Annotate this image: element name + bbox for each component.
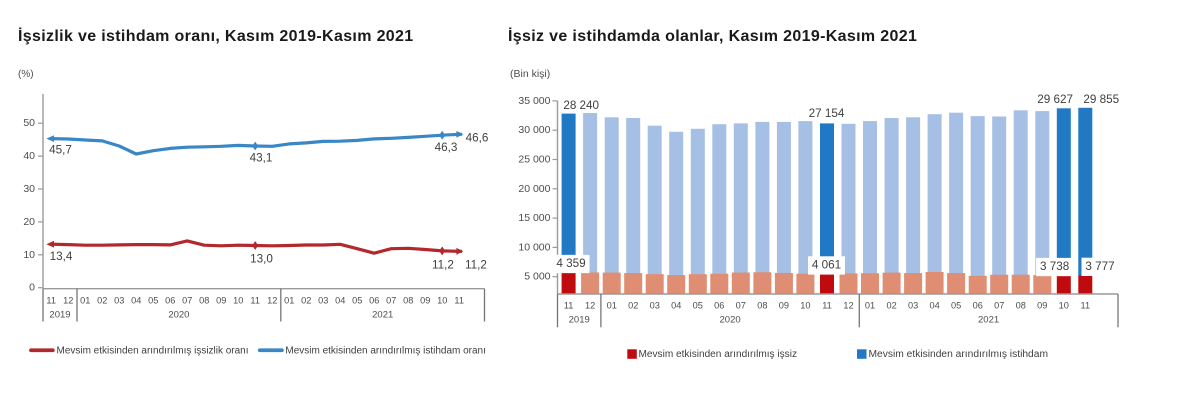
svg-text:35 000: 35 000 (518, 95, 550, 107)
svg-text:03: 03 (650, 301, 660, 311)
svg-text:4 359: 4 359 (556, 257, 585, 270)
svg-text:02: 02 (97, 296, 107, 306)
svg-text:27 154: 27 154 (809, 107, 845, 120)
svg-text:04: 04 (671, 301, 681, 311)
svg-text:05: 05 (352, 296, 362, 306)
svg-text:04: 04 (335, 296, 345, 306)
svg-text:08: 08 (403, 296, 413, 306)
svg-text:03: 03 (114, 296, 124, 306)
svg-text:İşsiz ve istihdamda olanlar, K: İşsiz ve istihdamda olanlar, Kasım 2019-… (508, 27, 917, 45)
svg-text:25 000: 25 000 (518, 154, 550, 166)
svg-text:2020: 2020 (168, 310, 189, 321)
svg-text:02: 02 (886, 301, 896, 311)
svg-text:2019: 2019 (49, 310, 70, 321)
svg-text:45,7: 45,7 (49, 144, 72, 157)
svg-text:12: 12 (63, 296, 73, 306)
svg-text:Mevsim etkisinden arındırılmış: Mevsim etkisinden arındırılmış istihdam (869, 349, 1049, 360)
svg-text:09: 09 (420, 296, 430, 306)
svg-text:03: 03 (908, 301, 918, 311)
svg-text:02: 02 (628, 301, 638, 311)
svg-text:2019: 2019 (569, 315, 590, 326)
svg-text:29 855: 29 855 (1083, 93, 1119, 106)
svg-text:10: 10 (233, 296, 243, 306)
svg-text:12: 12 (267, 296, 277, 306)
svg-text:2021: 2021 (978, 315, 999, 326)
svg-text:09: 09 (779, 301, 789, 311)
svg-text:13,0: 13,0 (250, 253, 273, 266)
svg-text:06: 06 (973, 301, 983, 311)
svg-text:08: 08 (199, 296, 209, 306)
svg-text:30: 30 (23, 183, 35, 195)
svg-text:3 777: 3 777 (1085, 260, 1114, 273)
svg-text:20 000: 20 000 (518, 183, 550, 195)
svg-text:11: 11 (564, 301, 574, 311)
svg-text:12: 12 (843, 301, 853, 311)
svg-text:20: 20 (23, 216, 35, 228)
svg-text:15 000: 15 000 (518, 212, 550, 224)
svg-text:06: 06 (369, 296, 379, 306)
svg-text:2021: 2021 (372, 310, 393, 321)
svg-text:İşsizlik ve istihdam oranı, Ka: İşsizlik ve istihdam oranı, Kasım 2019-K… (18, 27, 414, 45)
svg-text:5 000: 5 000 (524, 271, 550, 283)
svg-text:10: 10 (23, 249, 35, 261)
svg-text:06: 06 (714, 301, 724, 311)
svg-text:30 000: 30 000 (518, 124, 550, 136)
svg-text:11: 11 (454, 296, 464, 306)
svg-text:10: 10 (800, 301, 810, 311)
svg-text:10: 10 (437, 296, 447, 306)
svg-text:05: 05 (148, 296, 158, 306)
svg-text:40: 40 (23, 150, 35, 162)
svg-text:(%): (%) (18, 69, 34, 80)
svg-text:11: 11 (822, 301, 832, 311)
svg-text:11: 11 (46, 296, 56, 306)
svg-text:02: 02 (301, 296, 311, 306)
svg-text:46,6: 46,6 (466, 132, 489, 145)
svg-text:04: 04 (131, 296, 141, 306)
svg-text:11: 11 (250, 296, 260, 306)
svg-text:07: 07 (736, 301, 746, 311)
svg-text:11,2: 11,2 (432, 259, 454, 272)
svg-text:3 738: 3 738 (1040, 260, 1069, 273)
svg-text:29 627: 29 627 (1037, 93, 1073, 106)
svg-text:01: 01 (607, 301, 617, 311)
svg-text:08: 08 (757, 301, 767, 311)
svg-text:09: 09 (216, 296, 226, 306)
svg-text:Mevsim etkisinden arındırılmış: Mevsim etkisinden arındırılmış işsiz (639, 349, 798, 360)
svg-text:12: 12 (585, 301, 595, 311)
svg-text:08: 08 (1016, 301, 1026, 311)
svg-text:10 000: 10 000 (518, 241, 550, 253)
svg-text:11: 11 (1081, 301, 1091, 311)
svg-text:46,3: 46,3 (435, 141, 458, 154)
svg-text:05: 05 (951, 301, 961, 311)
svg-text:43,1: 43,1 (250, 152, 273, 165)
svg-text:05: 05 (693, 301, 703, 311)
svg-text:01: 01 (80, 296, 90, 306)
svg-text:50: 50 (23, 117, 35, 129)
svg-text:10: 10 (1059, 301, 1069, 311)
svg-text:01: 01 (284, 296, 294, 306)
svg-text:01: 01 (865, 301, 875, 311)
svg-text:28 240: 28 240 (563, 99, 599, 112)
svg-text:(Bin kişi): (Bin kişi) (510, 68, 550, 80)
svg-text:07: 07 (386, 296, 396, 306)
svg-text:2020: 2020 (720, 315, 741, 326)
svg-text:09: 09 (1037, 301, 1047, 311)
svg-text:Mevsim etkisinden arındırılmış: Mevsim etkisinden arındırılmış işsizlik … (57, 345, 249, 356)
svg-text:Mevsim etkisinden arındırılmış: Mevsim etkisinden arındırılmış istihdam … (285, 345, 486, 356)
svg-text:07: 07 (994, 301, 1004, 311)
svg-text:03: 03 (318, 296, 328, 306)
svg-text:07: 07 (182, 296, 192, 306)
svg-text:04: 04 (929, 301, 939, 311)
svg-text:0: 0 (29, 282, 35, 294)
svg-text:13,4: 13,4 (50, 250, 73, 263)
svg-text:4 061: 4 061 (812, 259, 841, 272)
svg-text:11,2: 11,2 (465, 259, 487, 272)
svg-text:06: 06 (165, 296, 175, 306)
